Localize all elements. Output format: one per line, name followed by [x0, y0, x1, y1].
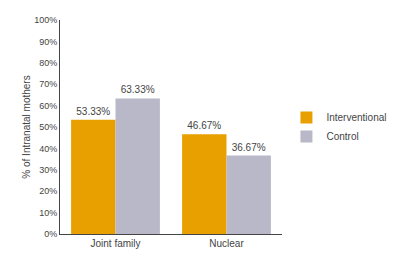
svg-text:Interventional: Interventional — [326, 112, 386, 123]
svg-text:63.33%: 63.33% — [121, 84, 155, 95]
svg-text:% of Intranatal mothers: % of Intranatal mothers — [21, 75, 32, 178]
svg-text:50%: 50% — [39, 122, 57, 132]
svg-text:53.33%: 53.33% — [76, 106, 110, 117]
svg-text:0%: 0% — [44, 229, 57, 239]
svg-text:30%: 30% — [39, 165, 57, 175]
svg-text:10%: 10% — [39, 208, 57, 218]
svg-text:36.67%: 36.67% — [232, 142, 266, 153]
svg-text:46.67%: 46.67% — [187, 120, 221, 131]
svg-text:Nuclear: Nuclear — [209, 238, 244, 249]
svg-text:70%: 70% — [39, 79, 57, 89]
svg-text:Joint family: Joint family — [90, 238, 140, 249]
svg-text:Control: Control — [326, 131, 358, 142]
svg-text:20%: 20% — [39, 186, 57, 196]
svg-text:40%: 40% — [39, 144, 57, 154]
svg-text:80%: 80% — [39, 58, 57, 68]
svg-text:100%: 100% — [34, 15, 57, 25]
svg-text:60%: 60% — [39, 101, 57, 111]
svg-text:90%: 90% — [39, 37, 57, 47]
